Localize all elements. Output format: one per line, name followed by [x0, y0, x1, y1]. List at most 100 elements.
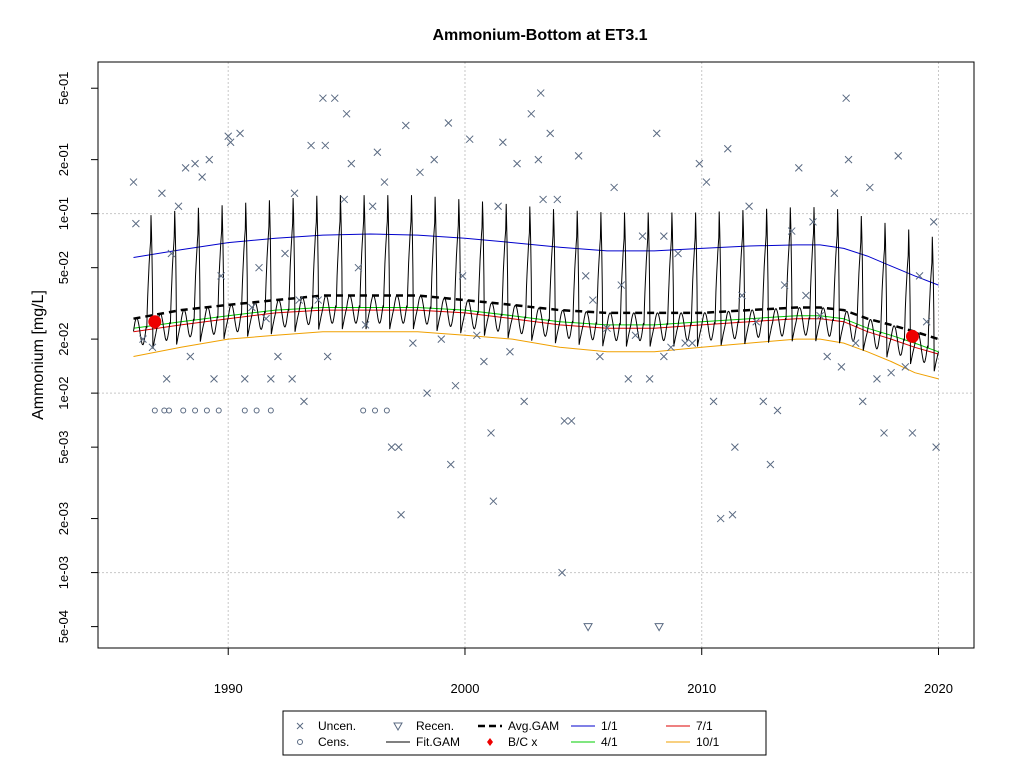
y-tick-label: 1e-03 — [56, 556, 71, 589]
uncensored-point — [922, 317, 931, 326]
censored-point — [203, 407, 210, 414]
legend-label: 1/1 — [601, 719, 618, 733]
uncensored-point — [281, 249, 289, 258]
uncensored-point — [546, 129, 555, 138]
uncensored-point — [323, 352, 332, 361]
uncensored-point — [148, 343, 157, 352]
uncensored-point — [129, 178, 138, 186]
y-tick-label: 5e-01 — [56, 72, 71, 105]
uncensored-point — [681, 339, 690, 347]
uncensored-point — [480, 357, 488, 366]
y-tick-label: 5e-03 — [56, 431, 71, 464]
uncensored-point — [830, 189, 839, 198]
uncensored-point — [139, 335, 147, 343]
censored-point — [151, 407, 158, 414]
uncensored-point — [823, 352, 832, 361]
uncensored-point — [451, 381, 460, 390]
censored-point — [180, 407, 187, 414]
legend-label: Avg.GAM — [508, 719, 559, 733]
uncensored-point — [416, 168, 424, 177]
uncensored-point — [340, 195, 349, 204]
uncensored-point — [780, 281, 789, 289]
uncensored-point — [728, 510, 737, 519]
censored-point — [215, 407, 222, 414]
uncensored-point — [766, 460, 775, 469]
uncensored-point — [731, 443, 739, 452]
uncensored-point — [709, 397, 718, 406]
uncensored-point — [174, 202, 183, 211]
uncensored-point — [446, 460, 455, 469]
uncensored-point — [880, 429, 888, 437]
fit-gam-line — [133, 195, 939, 372]
uncensored-point — [499, 138, 507, 147]
uncensored-point — [226, 138, 235, 147]
uncensored-point — [489, 497, 498, 506]
uncensored-point — [307, 141, 315, 150]
censored-point — [267, 407, 274, 414]
uncensored-point — [851, 339, 860, 347]
uncensored-point — [894, 151, 903, 160]
uncensored-point — [837, 363, 846, 371]
uncensored-point — [674, 249, 682, 258]
legend-box — [282, 710, 767, 756]
legend-swatch — [487, 738, 493, 746]
uncensored-point — [844, 155, 853, 164]
uncensored-point — [932, 443, 940, 452]
legend-label: B/C x — [508, 735, 537, 749]
censored-point — [253, 407, 260, 414]
uncensored-point — [659, 352, 668, 361]
uncensored-point — [596, 352, 604, 361]
uncensored-point — [603, 324, 611, 333]
uncensored-point — [205, 155, 214, 164]
uncensored-point — [361, 321, 370, 329]
legend-label: Fit.GAM — [416, 735, 460, 749]
uncensored-point — [224, 132, 233, 141]
uncensored-point — [873, 375, 881, 383]
series-line-1-1 — [133, 233, 939, 286]
uncensored-point — [645, 375, 654, 383]
legend-label: Recen. — [416, 719, 454, 733]
x-tick-label: 2010 — [687, 681, 716, 696]
uncensored-point — [513, 159, 521, 168]
x-tick-label: 2000 — [451, 681, 480, 696]
uncensored-point — [816, 311, 824, 320]
uncensored-point — [738, 291, 746, 300]
uncensored-point — [702, 178, 711, 186]
uncensored-point — [167, 249, 176, 258]
uncensored-point — [394, 443, 403, 452]
uncensored-point — [319, 94, 327, 103]
uncensored-point — [560, 417, 569, 425]
uncensored-point — [191, 159, 199, 168]
uncensored-point — [330, 94, 339, 103]
x-tick-label: 2020 — [924, 681, 953, 696]
uncensored-point — [487, 429, 495, 437]
uncensored-point — [858, 397, 867, 406]
uncensored-point — [865, 183, 874, 192]
uncensored-point — [397, 510, 405, 519]
legend-swatch — [297, 739, 303, 745]
uncensored-point — [314, 296, 323, 304]
uncensored-point — [198, 173, 207, 181]
uncensored-point — [716, 514, 725, 523]
legend-label: Cens. — [318, 735, 349, 749]
uncensored-point — [567, 417, 576, 425]
axes: 1990 2000 2010 2020 5e-04 1e-03 2e-03 5e-03 1e-0… — [56, 72, 953, 696]
uncensored-point — [688, 339, 697, 347]
uncensored-point — [659, 232, 668, 240]
recensored-point — [654, 623, 664, 632]
bc-point — [148, 315, 162, 329]
uncensored-point — [373, 148, 382, 157]
uncensored-point — [723, 144, 732, 153]
uncensored-point — [787, 227, 796, 235]
uncensored-point — [274, 352, 282, 361]
points-layer — [129, 89, 940, 632]
uncensored-point — [553, 195, 562, 204]
uncensored-point — [266, 375, 275, 383]
chart-title: Ammonium-Bottom at ET3.1 — [432, 27, 647, 44]
uncensored-point — [558, 568, 566, 577]
series-line-10-1 — [133, 331, 939, 380]
uncensored-point — [610, 183, 618, 192]
uncensored-point — [210, 375, 218, 383]
uncensored-point — [539, 195, 547, 204]
